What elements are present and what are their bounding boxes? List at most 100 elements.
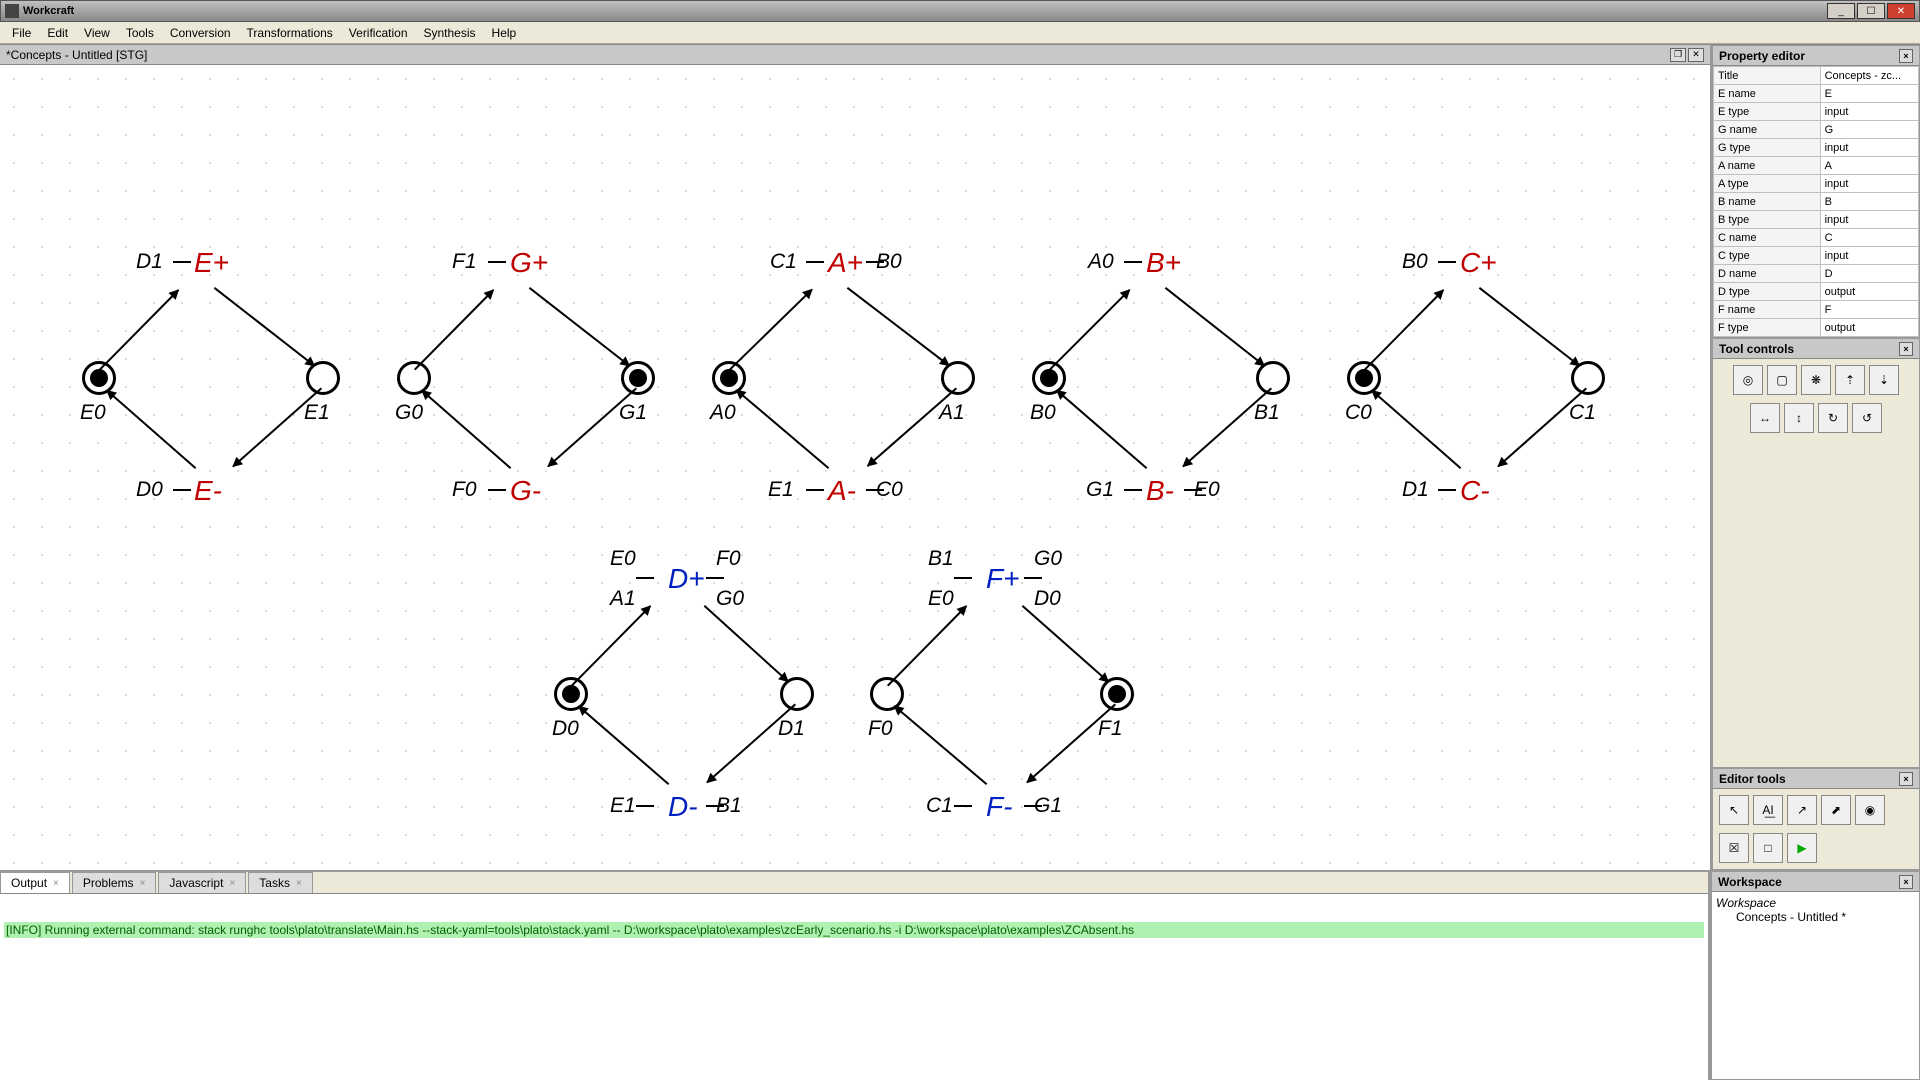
transition-E+[interactable]: E+	[194, 247, 229, 279]
workspace-item[interactable]: Concepts - Untitled *	[1716, 910, 1915, 924]
tab-close-icon[interactable]: ×	[140, 878, 146, 889]
menu-edit[interactable]: Edit	[39, 24, 76, 42]
arc	[894, 705, 987, 785]
property-value[interactable]: input	[1820, 175, 1918, 193]
tab-close-icon[interactable]: ×	[296, 878, 302, 889]
transition-D-[interactable]: D-	[668, 791, 698, 823]
property-key: D type	[1714, 283, 1821, 301]
arc	[99, 289, 179, 370]
property-value[interactable]: C	[1820, 229, 1918, 247]
read-arc-line	[1438, 261, 1456, 263]
close-button[interactable]: ✕	[1887, 3, 1915, 19]
property-value[interactable]: input	[1820, 247, 1918, 265]
transition-read-arc-label: A0	[1088, 250, 1114, 274]
editor-tool-button[interactable]: ↖	[1719, 795, 1749, 825]
menu-verification[interactable]: Verification	[341, 24, 416, 42]
property-value[interactable]: E	[1820, 85, 1918, 103]
transition-C-[interactable]: C-	[1460, 475, 1490, 507]
property-value[interactable]: Concepts - zc...	[1820, 67, 1918, 85]
transition-A-[interactable]: A-	[828, 475, 856, 507]
tool-control-button[interactable]: ❋	[1801, 365, 1831, 395]
maximize-button[interactable]: ☐	[1857, 3, 1885, 19]
workspace-root[interactable]: Workspace	[1716, 896, 1915, 910]
menu-help[interactable]: Help	[484, 24, 525, 42]
transition-E-[interactable]: E-	[194, 475, 222, 507]
transition-G+[interactable]: G+	[510, 247, 548, 279]
arc	[548, 388, 637, 467]
property-value[interactable]: D	[1820, 265, 1918, 283]
editor-tool-button[interactable]: ◉	[1855, 795, 1885, 825]
transition-A+[interactable]: A+	[828, 247, 863, 279]
property-value[interactable]: input	[1820, 139, 1918, 157]
tab-problems[interactable]: Problems×	[72, 872, 157, 893]
editor-tool-button[interactable]: ☒	[1719, 833, 1749, 863]
transition-read-arc-label: C1	[770, 250, 797, 274]
menu-transformations[interactable]: Transformations	[239, 24, 341, 42]
place-label: C1	[1569, 401, 1596, 425]
transition-B+[interactable]: B+	[1146, 247, 1181, 279]
transition-F-[interactable]: F-	[986, 791, 1012, 823]
tool-control-button[interactable]: ↺	[1852, 403, 1882, 433]
property-key: A name	[1714, 157, 1821, 175]
menu-tools[interactable]: Tools	[118, 24, 162, 42]
doc-restore-button[interactable]: ❐	[1670, 48, 1686, 62]
tab-close-icon[interactable]: ×	[53, 878, 59, 889]
transition-F+[interactable]: F+	[986, 563, 1019, 595]
arc	[704, 605, 789, 682]
property-value[interactable]: G	[1820, 121, 1918, 139]
editor-tool-button[interactable]: □	[1753, 833, 1783, 863]
tool-control-button[interactable]: ↻	[1818, 403, 1848, 433]
property-value[interactable]: F	[1820, 301, 1918, 319]
property-value[interactable]: B	[1820, 193, 1918, 211]
tab-tasks[interactable]: Tasks×	[248, 872, 313, 893]
read-arc-line	[636, 805, 654, 807]
property-key: B type	[1714, 211, 1821, 229]
transition-read-arc-label: E0	[928, 587, 954, 611]
minimize-button[interactable]: _	[1827, 3, 1855, 19]
property-value[interactable]: output	[1820, 283, 1918, 301]
property-value[interactable]: input	[1820, 211, 1918, 229]
tool-control-button[interactable]: ▢	[1767, 365, 1797, 395]
editor-tool-button[interactable]: ⬈	[1821, 795, 1851, 825]
menu-conversion[interactable]: Conversion	[162, 24, 239, 42]
tool-control-button[interactable]: ⇣	[1869, 365, 1899, 395]
menu-view[interactable]: View	[76, 24, 118, 42]
transition-C+[interactable]: C+	[1460, 247, 1497, 279]
tool-controls-panel: Tool controls× ◎▢❋⇡⇣↔↕↻↺	[1712, 338, 1920, 768]
transition-read-arc-label: F0	[716, 547, 741, 571]
arc	[1165, 287, 1265, 367]
doc-close-button[interactable]: ✕	[1688, 48, 1704, 62]
canvas-viewport[interactable]: E0E1G0G1A0A1B0B1C0C1D0D1F0F1E+D1E-D0G+F1…	[0, 65, 1710, 870]
editor-tool-button[interactable]: ▶	[1787, 833, 1817, 863]
menu-synthesis[interactable]: Synthesis	[416, 24, 484, 42]
transition-B-[interactable]: B-	[1146, 475, 1174, 507]
tool-control-button[interactable]: ↔	[1750, 403, 1780, 433]
tab-output[interactable]: Output×	[0, 872, 70, 893]
arc	[578, 705, 669, 785]
panel-close-icon[interactable]: ×	[1899, 49, 1913, 63]
tool-control-button[interactable]: ↕	[1784, 403, 1814, 433]
tool-control-button[interactable]: ◎	[1733, 365, 1763, 395]
read-arc-line	[488, 261, 506, 263]
editor-tool-button[interactable]: ↗	[1787, 795, 1817, 825]
arc	[571, 605, 651, 686]
read-arc-line	[1024, 805, 1042, 807]
property-value[interactable]: A	[1820, 157, 1918, 175]
property-editor-title: Property editor	[1719, 49, 1805, 63]
editor-tool-button[interactable]: A͟I	[1753, 795, 1783, 825]
property-value[interactable]: output	[1820, 319, 1918, 337]
panel-close-icon[interactable]: ×	[1899, 342, 1913, 356]
transition-D+[interactable]: D+	[668, 563, 705, 595]
property-key: C name	[1714, 229, 1821, 247]
property-value[interactable]: input	[1820, 103, 1918, 121]
tab-close-icon[interactable]: ×	[229, 878, 235, 889]
menu-file[interactable]: File	[4, 24, 39, 42]
panel-close-icon[interactable]: ×	[1899, 875, 1913, 889]
arc	[729, 289, 812, 370]
tab-javascript[interactable]: Javascript×	[158, 872, 246, 893]
transition-G-[interactable]: G-	[510, 475, 541, 507]
property-row: B typeinput	[1714, 211, 1919, 229]
tool-control-button[interactable]: ⇡	[1835, 365, 1865, 395]
read-arc-line	[636, 577, 654, 579]
panel-close-icon[interactable]: ×	[1899, 772, 1913, 786]
